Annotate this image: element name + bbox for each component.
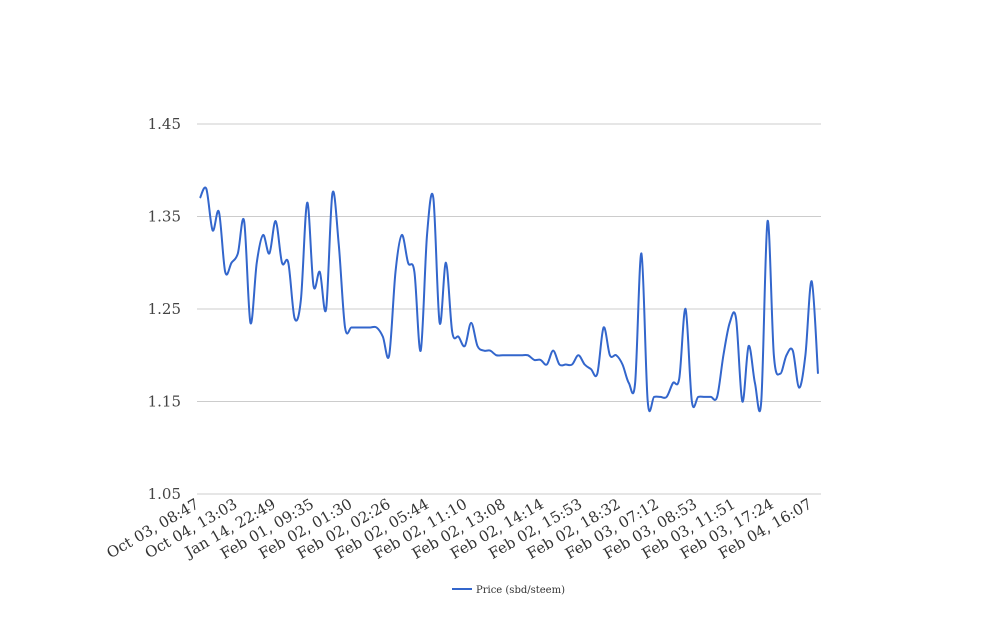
legend-label: Price (sbd/steem) (476, 585, 565, 596)
y-tick-label: 1.05 (148, 485, 181, 503)
y-tick-label: 1.25 (148, 300, 181, 318)
y-axis-ticks: 1.45 1.35 1.25 1.15 1.05 (148, 115, 181, 503)
series-layer (199, 186, 819, 413)
y-tick-label: 1.45 (148, 115, 181, 133)
y-tick-label: 1.35 (148, 208, 181, 226)
gridlines (197, 123, 821, 495)
series-line (199, 186, 819, 413)
legend: Price (sbd/steem) (452, 585, 565, 596)
y-tick-label: 1.15 (148, 393, 181, 411)
